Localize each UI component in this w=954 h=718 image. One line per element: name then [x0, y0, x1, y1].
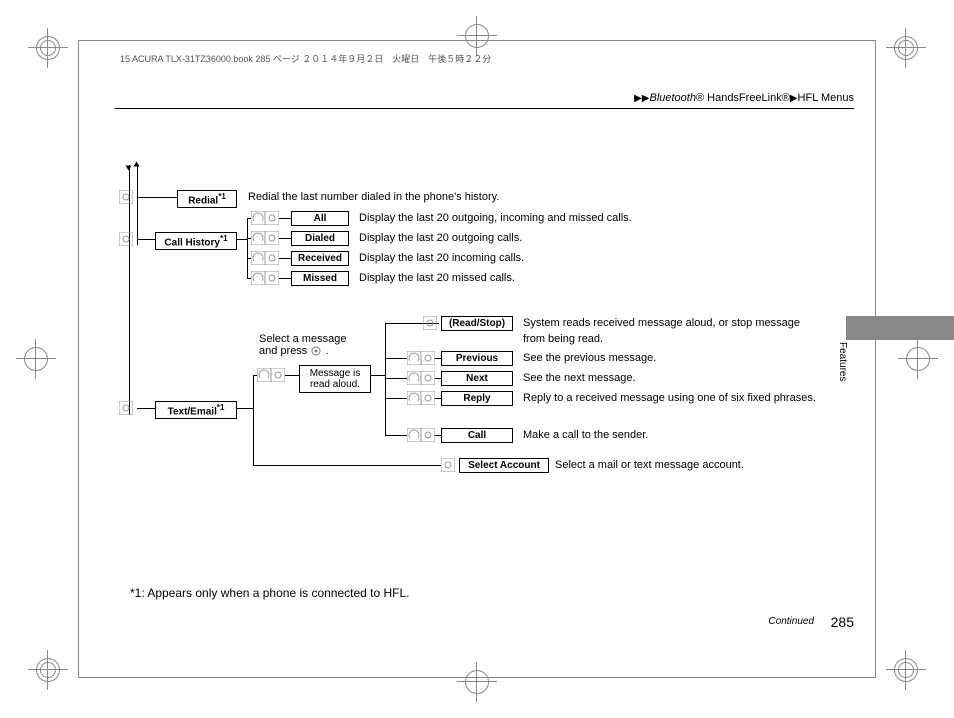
menu-next: Next [441, 371, 513, 386]
rotary-press-icon [257, 368, 285, 382]
menu-call: Call [441, 428, 513, 443]
menu-received: Received [291, 251, 349, 266]
press-icon [119, 190, 133, 204]
note-select-message: Select a message and press . [259, 333, 369, 357]
continued-label: Continued [768, 616, 814, 627]
menu-reply: Reply [441, 391, 513, 406]
menu-all: All [291, 211, 349, 226]
press-icon [119, 232, 133, 246]
section-tab [846, 316, 954, 340]
desc-received: Display the last 20 incoming calls. [359, 252, 524, 264]
desc-read-stop-1: System reads received message aloud, or … [523, 317, 800, 329]
press-icon [441, 458, 455, 472]
note-read-aloud: Message isread aloud. [299, 365, 371, 393]
print-info: 15 ACURA TLX-31TZ36000.book 285 ページ ２０１４… [120, 52, 491, 65]
press-icon [423, 316, 437, 330]
footnote: *1: Appears only when a phone is connect… [130, 586, 410, 600]
menu-call-history: Call History*1 [155, 232, 237, 250]
rotary-press-icon [251, 231, 279, 245]
desc-read-stop-2: from being read. [523, 333, 603, 345]
menu-flow-diagram: Redial*1 Redial the last number dialed i… [115, 175, 855, 495]
desc-previous: See the previous message. [523, 352, 656, 364]
rotary-press-icon [407, 351, 435, 365]
desc-select-account: Select a mail or text message account. [555, 459, 744, 471]
menu-text-email: Text/Email*1 [155, 401, 237, 419]
menu-dialed: Dialed [291, 231, 349, 246]
desc-missed: Display the last 20 missed calls. [359, 272, 515, 284]
page-number: 285 [831, 614, 854, 630]
desc-redial: Redial the last number dialed in the pho… [248, 191, 499, 203]
press-icon [119, 401, 133, 415]
menu-select-account: Select Account [459, 458, 549, 473]
menu-previous: Previous [441, 351, 513, 366]
desc-all: Display the last 20 outgoing, incoming a… [359, 212, 632, 224]
desc-dialed: Display the last 20 outgoing calls. [359, 232, 522, 244]
desc-next: See the next message. [523, 372, 636, 384]
menu-redial: Redial*1 [177, 190, 237, 208]
desc-call: Make a call to the sender. [523, 429, 648, 441]
rotary-press-icon [407, 428, 435, 442]
rotary-press-icon [407, 371, 435, 385]
rotary-press-icon [251, 271, 279, 285]
menu-read-stop: (Read/Stop) [441, 316, 513, 331]
menu-missed: Missed [291, 271, 349, 286]
rotary-press-icon [251, 251, 279, 265]
rotary-press-icon [407, 391, 435, 405]
desc-reply: Reply to a received message using one of… [523, 392, 816, 404]
rotary-press-icon [251, 211, 279, 225]
breadcrumb: ▶▶Bluetooth® HandsFreeLink®▶HFL Menus [115, 92, 854, 109]
